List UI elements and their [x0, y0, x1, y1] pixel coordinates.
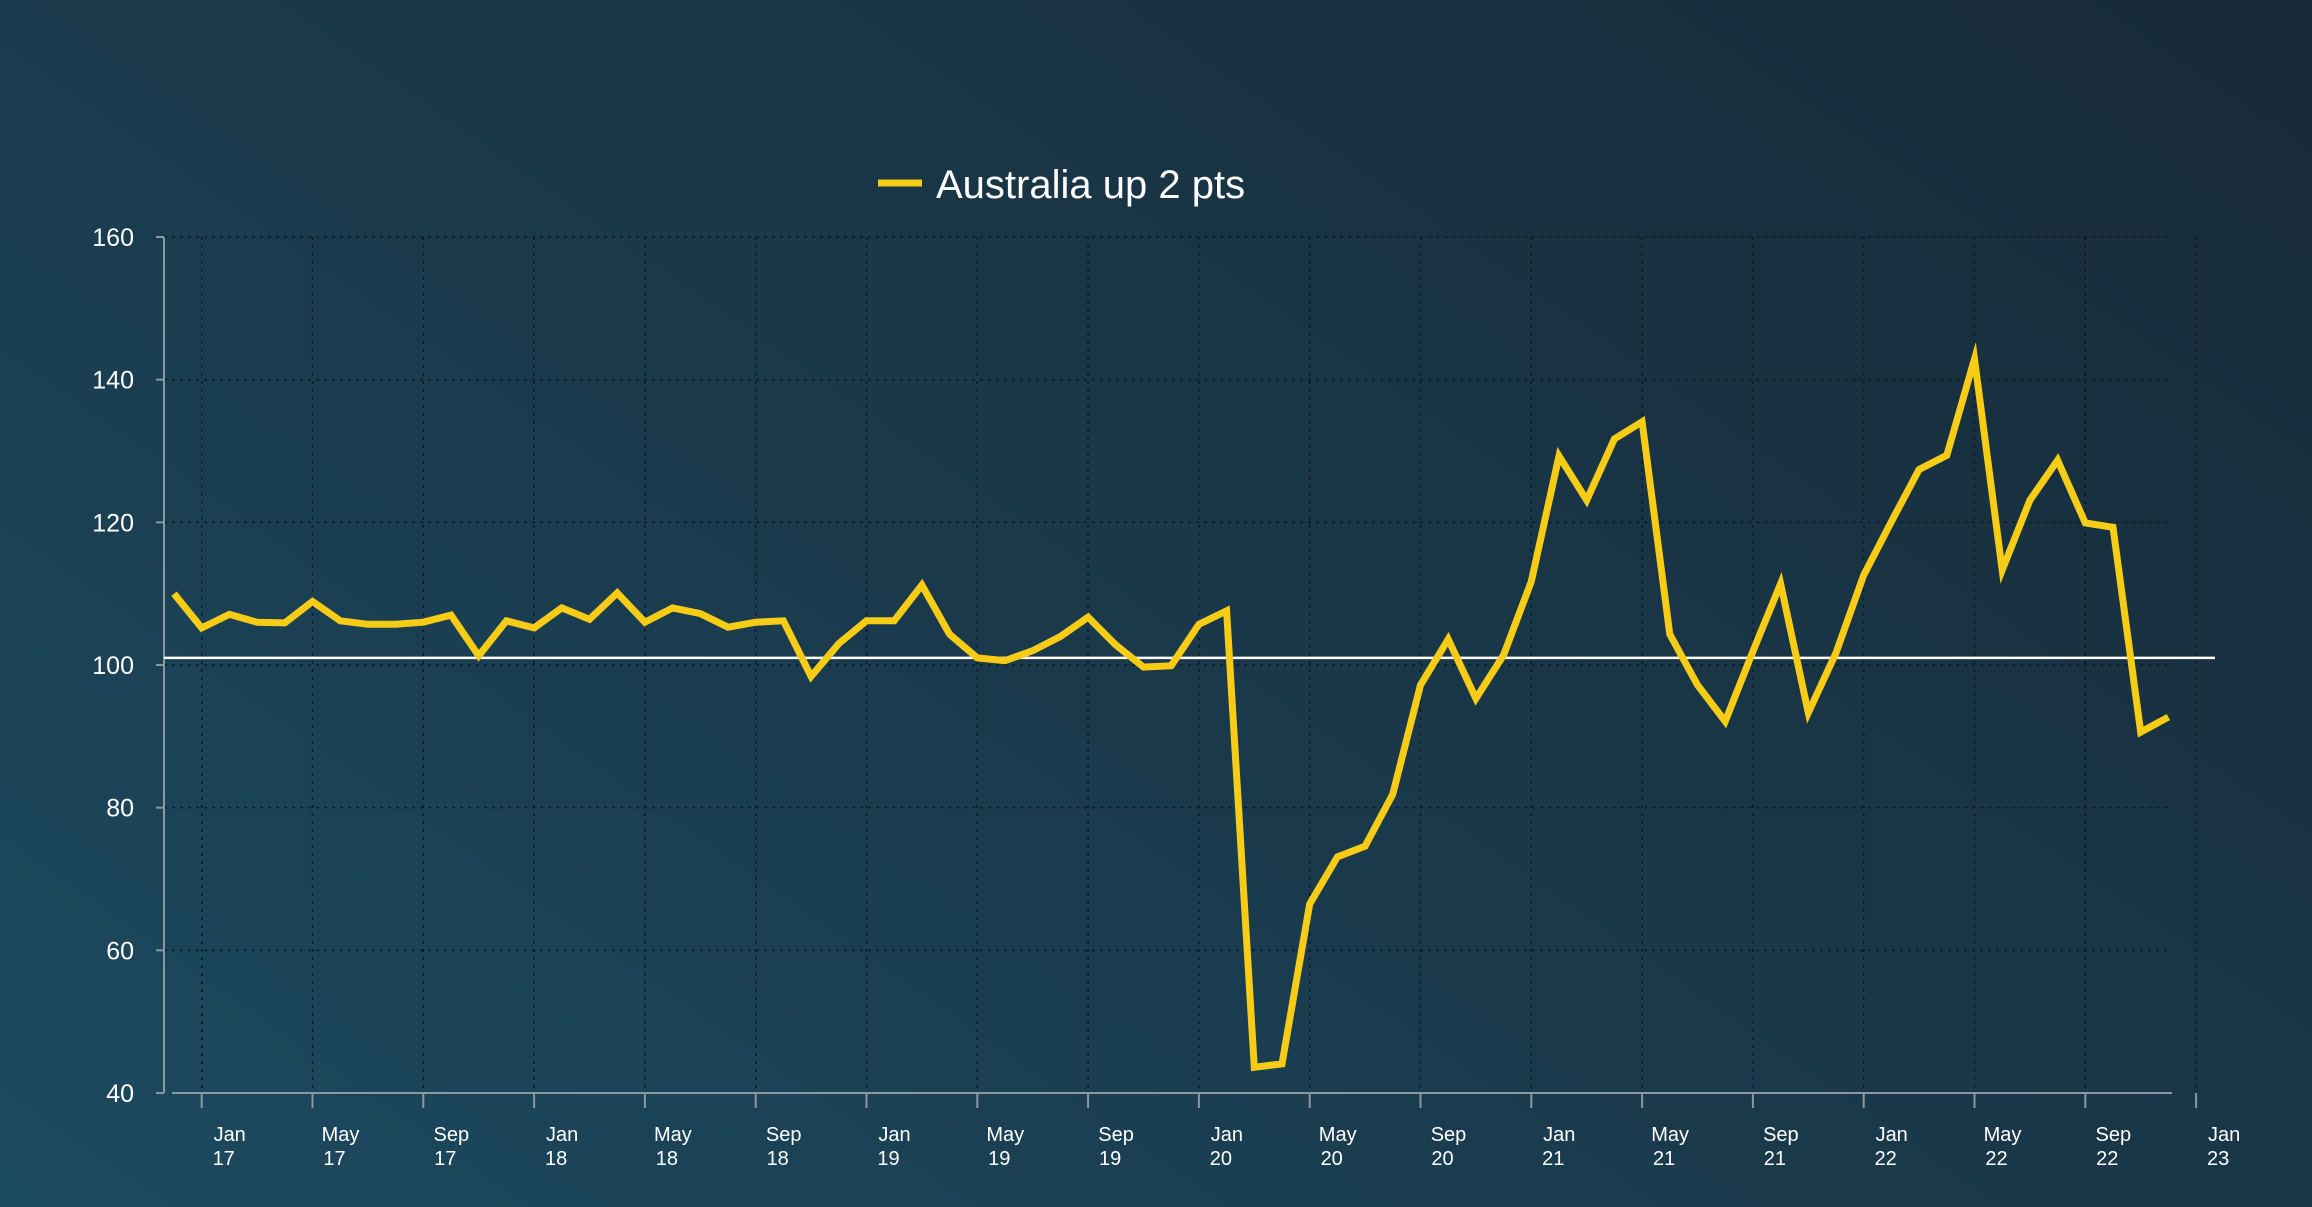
- y-tick-label: 140: [92, 367, 134, 395]
- x-tick-label-year: 19: [1099, 1148, 1121, 1170]
- x-tick-label-year: 20: [1210, 1148, 1232, 1170]
- x-tick-label-year: 21: [1542, 1148, 1564, 1170]
- x-tick-label-year: 21: [1764, 1148, 1786, 1170]
- x-tick-label-month: Jan: [878, 1124, 910, 1146]
- x-tick-label-month: May: [986, 1124, 1024, 1146]
- x-tick-label-year: 18: [545, 1148, 567, 1170]
- y-tick-label: 40: [106, 1080, 134, 1108]
- y-tick-label: 60: [106, 937, 134, 965]
- y-tick-label: 100: [92, 652, 134, 680]
- x-tick-label-month: Jan: [2208, 1124, 2240, 1146]
- x-tick-label-year: 20: [1321, 1148, 1343, 1170]
- legend: Australia up 2 pts: [878, 163, 1245, 207]
- y-tick-label: 80: [106, 795, 134, 823]
- x-tick-label-month: Jan: [214, 1124, 246, 1146]
- x-tick-label-year: 22: [2096, 1148, 2118, 1170]
- x-tick-label-month: Jan: [1211, 1124, 1243, 1146]
- x-tick-label-month: Sep: [1763, 1124, 1799, 1146]
- x-tick-label-month: Sep: [1431, 1124, 1467, 1146]
- x-tick-label-year: 23: [2207, 1148, 2229, 1170]
- x-tick-label-year: 17: [434, 1148, 456, 1170]
- series-layer: [171, 341, 2171, 1072]
- grid: [164, 236, 2197, 1093]
- x-tick-label-month: Sep: [434, 1124, 470, 1146]
- y-axis-ticks: 40 60 80 100 120 140 160: [92, 224, 164, 1108]
- x-tick-label-year: 19: [988, 1148, 1010, 1170]
- series-line-australia: [171, 341, 2171, 1072]
- x-tick-label-month: May: [1984, 1124, 2022, 1146]
- x-axis-ticks: Jan17May17Sep17Jan18May18Sep18Jan19May19…: [200, 1093, 2240, 1170]
- x-tick-label-month: Sep: [2096, 1124, 2132, 1146]
- x-tick-label-year: 22: [1985, 1148, 2007, 1170]
- x-tick-label-month: Jan: [546, 1124, 578, 1146]
- y-tick-label: 160: [92, 224, 134, 252]
- x-tick-label-month: Jan: [1543, 1124, 1575, 1146]
- x-tick-label-year: 22: [1875, 1148, 1897, 1170]
- x-tick-label-month: Jan: [1876, 1124, 1908, 1146]
- x-tick-label-month: May: [1319, 1124, 1357, 1146]
- x-tick-label-year: 21: [1653, 1148, 1675, 1170]
- x-tick-label-year: 18: [656, 1148, 678, 1170]
- y-tick-label: 120: [92, 509, 134, 537]
- x-tick-label-month: May: [654, 1124, 692, 1146]
- x-tick-label-year: 17: [213, 1148, 235, 1170]
- x-tick-label-month: May: [1651, 1124, 1689, 1146]
- x-tick-label-month: May: [322, 1124, 360, 1146]
- x-tick-label-year: 19: [877, 1148, 899, 1170]
- x-tick-label-year: 18: [767, 1148, 789, 1170]
- x-tick-label-month: Sep: [1098, 1124, 1134, 1146]
- x-tick-label-year: 17: [323, 1148, 345, 1170]
- x-tick-label-year: 20: [1431, 1148, 1453, 1170]
- legend-label: Australia up 2 pts: [936, 163, 1245, 207]
- x-tick-label-month: Sep: [766, 1124, 802, 1146]
